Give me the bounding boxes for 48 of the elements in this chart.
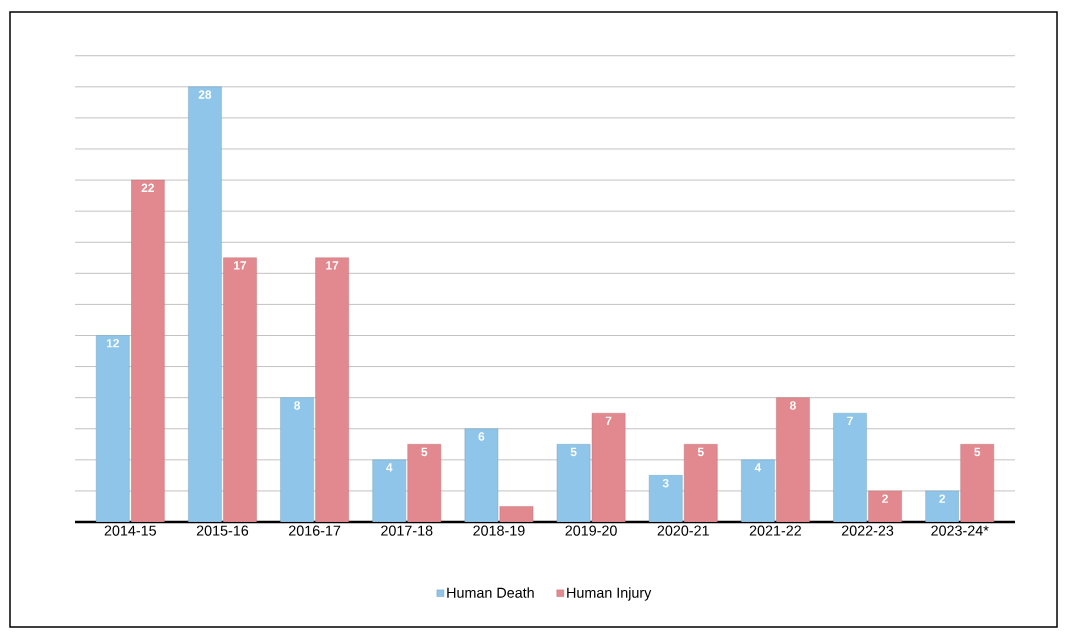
data-label: 5 bbox=[974, 447, 981, 457]
data-label: 8 bbox=[789, 401, 796, 410]
x-tick-label: 2016-17 bbox=[289, 525, 341, 536]
data-label: 8 bbox=[294, 401, 301, 410]
legend-label: Human Death bbox=[447, 587, 534, 598]
bar bbox=[315, 257, 349, 522]
bar bbox=[741, 459, 775, 522]
bar bbox=[591, 413, 626, 522]
bar bbox=[776, 397, 810, 522]
bar bbox=[556, 444, 591, 522]
bar bbox=[372, 459, 407, 522]
x-tick-label: 2022-23 bbox=[841, 525, 894, 536]
x-tick-label: 2017-18 bbox=[381, 525, 433, 536]
x-tick-label: 2021-22 bbox=[749, 525, 801, 536]
bar bbox=[223, 257, 257, 522]
data-label: 28 bbox=[198, 90, 212, 99]
x-tick-label: 2023-24* bbox=[931, 525, 989, 536]
x-tick-label: 2019-20 bbox=[565, 525, 617, 536]
bar bbox=[280, 397, 314, 522]
bar bbox=[648, 475, 683, 522]
data-label: 17 bbox=[234, 261, 247, 270]
data-label: 6 bbox=[478, 432, 485, 441]
data-label: 7 bbox=[605, 416, 612, 425]
bar bbox=[131, 179, 165, 522]
data-label: 5 bbox=[570, 447, 577, 457]
bar bbox=[407, 444, 442, 522]
bar bbox=[960, 444, 995, 522]
bar bbox=[833, 413, 867, 522]
x-tick-label: 2020-21 bbox=[657, 525, 709, 536]
x-tick-label: 2014-15 bbox=[104, 525, 156, 536]
data-label: 4 bbox=[386, 463, 393, 472]
x-tick-label: 2015-16 bbox=[196, 525, 249, 536]
data-label: 3 bbox=[662, 478, 669, 488]
data-label: 2 bbox=[882, 494, 888, 503]
x-tick-label: 2018-19 bbox=[473, 525, 525, 536]
legend-label: Human Injury bbox=[567, 587, 652, 601]
data-label: 7 bbox=[847, 416, 853, 425]
data-label: 2 bbox=[939, 494, 946, 503]
data-label: 5 bbox=[421, 447, 428, 457]
data-label: 5 bbox=[697, 447, 704, 457]
data-label: 17 bbox=[326, 261, 339, 270]
data-label: 12 bbox=[106, 339, 119, 348]
bar bbox=[188, 86, 222, 522]
bar bbox=[464, 428, 499, 522]
data-label: 22 bbox=[141, 183, 154, 192]
bar bbox=[683, 444, 718, 522]
bar bbox=[96, 335, 130, 522]
data-label: 4 bbox=[754, 463, 762, 472]
